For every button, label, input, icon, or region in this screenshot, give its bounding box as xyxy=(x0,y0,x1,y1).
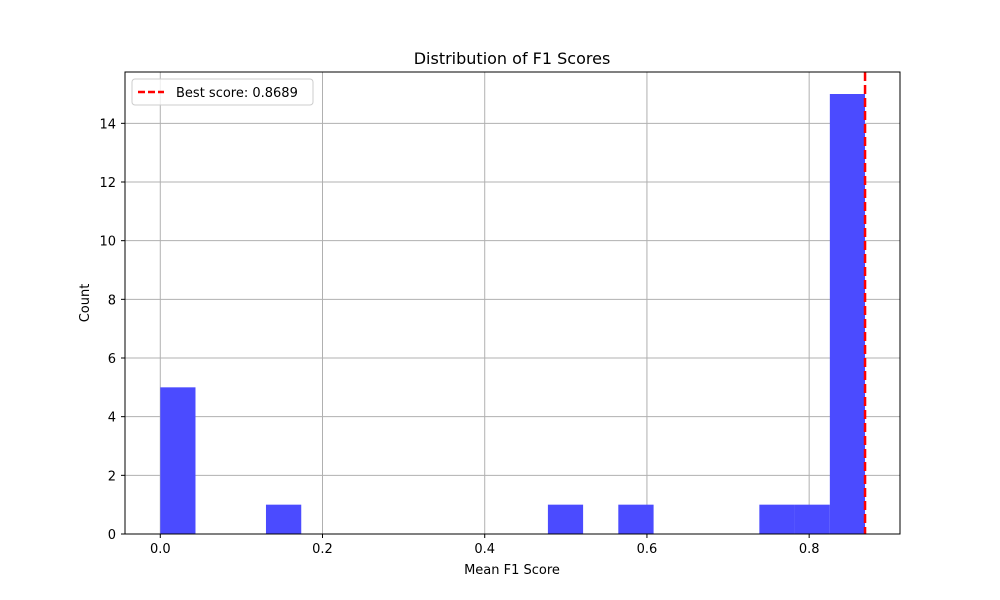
ticks-layer: 0.0 0.2 0.4 0.6 0.8 0 2 4 6 8 10 12 14 xyxy=(99,117,819,557)
grid-layer xyxy=(125,72,900,535)
histogram-bar xyxy=(829,94,866,534)
legend-label: Best score: 0.8689 xyxy=(176,86,298,101)
histogram-bar xyxy=(265,504,302,534)
legend-box xyxy=(131,78,314,106)
x-axis-title: Mean F1 Score xyxy=(464,563,560,578)
histogram-bar xyxy=(759,504,795,534)
histogram-bar xyxy=(160,387,196,534)
y-tick-label: 8 xyxy=(108,293,116,308)
histogram-bar xyxy=(547,504,584,534)
histogram-bar xyxy=(794,504,830,534)
y-axis-title: Count xyxy=(78,284,93,323)
y-tick-label: 14 xyxy=(99,117,116,132)
x-tick-label: 0.8 xyxy=(799,542,820,557)
y-tick-label: 12 xyxy=(99,176,116,191)
y-tick-label: 2 xyxy=(108,469,116,484)
x-tick-label: 0.0 xyxy=(150,542,171,557)
histogram-bar xyxy=(618,504,654,534)
legend: Best score: 0.8689 xyxy=(131,78,314,106)
y-tick-label: 4 xyxy=(108,411,116,426)
bars-layer xyxy=(160,94,866,534)
x-tick-label: 0.2 xyxy=(312,542,333,557)
plot-frame xyxy=(124,71,901,535)
y-tick-label: 10 xyxy=(99,235,116,250)
y-tick-label: 6 xyxy=(108,352,116,367)
x-tick-label: 0.6 xyxy=(637,542,658,557)
x-tick-label: 0.4 xyxy=(474,542,495,557)
chart-title: Distribution of F1 Scores xyxy=(414,49,611,68)
y-tick-label: 0 xyxy=(108,528,116,543)
